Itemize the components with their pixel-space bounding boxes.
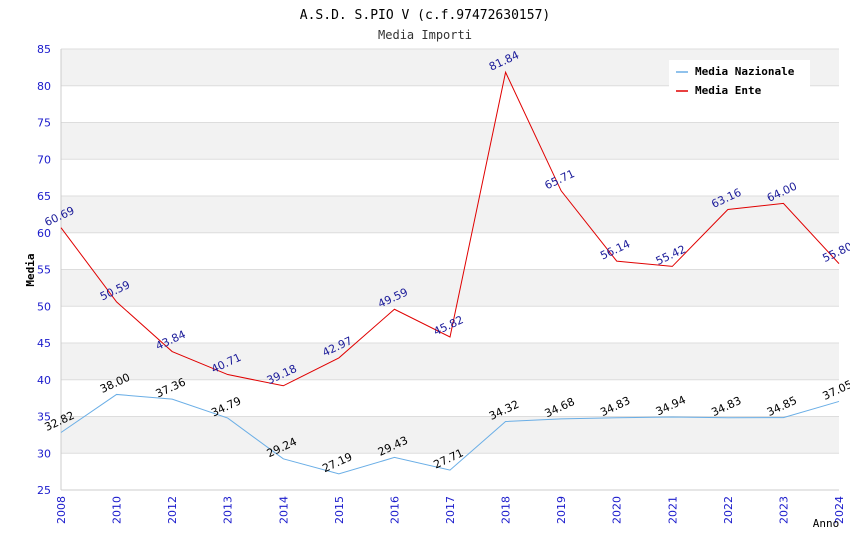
y-tick-label: 25 — [37, 484, 51, 497]
x-tick-label: 2023 — [777, 496, 790, 524]
y-tick-label: 30 — [37, 447, 51, 460]
x-tick-label: 2024 — [833, 496, 846, 524]
y-axis-label: Media — [24, 253, 37, 286]
x-tick-label: 2022 — [722, 496, 735, 524]
x-tick-label: 2021 — [666, 496, 679, 524]
x-tick-labels: 2008 2010 2012 2013 2014 2015 2016 2017 2018 2019… — [55, 496, 846, 524]
y-tick-label: 75 — [37, 117, 51, 130]
x-tick-label: 2019 — [555, 496, 568, 524]
x-tick-label: 2016 — [388, 496, 401, 524]
x-tick-label: 2010 — [111, 496, 124, 524]
y-tick-label: 80 — [37, 80, 51, 93]
grid-band — [61, 453, 839, 490]
legend-label-media-ente: Media Ente — [695, 84, 762, 97]
grid-band — [61, 159, 839, 196]
x-tick-label: 2012 — [166, 496, 179, 524]
x-tick-label: 2013 — [222, 496, 235, 524]
y-tick-labels: 25 30 35 40 45 50 55 60 65 70 75 80 85 — [37, 43, 51, 497]
chart-subtitle: Media Importi — [378, 28, 472, 42]
x-tick-label: 2008 — [55, 496, 68, 524]
x-tick-label: 2017 — [444, 496, 457, 524]
x-tick-label: 2020 — [611, 496, 624, 524]
grid-band — [61, 196, 839, 233]
grid-band — [61, 416, 839, 454]
x-tick-label: 2015 — [333, 496, 346, 524]
y-tick-label: 65 — [37, 190, 51, 203]
legend-box — [669, 60, 810, 100]
y-tick-label: 35 — [37, 411, 51, 424]
y-tick-label: 85 — [37, 43, 51, 56]
y-tick-label: 45 — [37, 337, 51, 350]
grid-band — [61, 379, 839, 417]
grid-band — [61, 343, 839, 380]
y-tick-label: 40 — [37, 374, 51, 387]
x-tick-label: 2014 — [277, 496, 290, 524]
chart-title: A.S.D. S.PIO V (c.f.97472630157) — [300, 8, 550, 23]
x-tick-label: 2018 — [500, 496, 513, 524]
series-line — [60, 70, 840, 387]
y-tick-label: 70 — [37, 153, 51, 166]
y-tick-label: 60 — [37, 227, 51, 240]
grid-band — [61, 122, 839, 160]
series-line — [60, 393, 840, 475]
legend: Media Nazionale Media Ente — [669, 60, 810, 100]
y-tick-label: 55 — [37, 264, 51, 277]
grid-band — [61, 232, 839, 270]
legend-label-media-nazionale: Media Nazionale — [695, 65, 795, 78]
series-lines — [60, 70, 840, 475]
grid-band — [61, 269, 839, 307]
x-axis-label: Anno — [813, 517, 840, 530]
y-tick-label: 50 — [37, 300, 51, 313]
